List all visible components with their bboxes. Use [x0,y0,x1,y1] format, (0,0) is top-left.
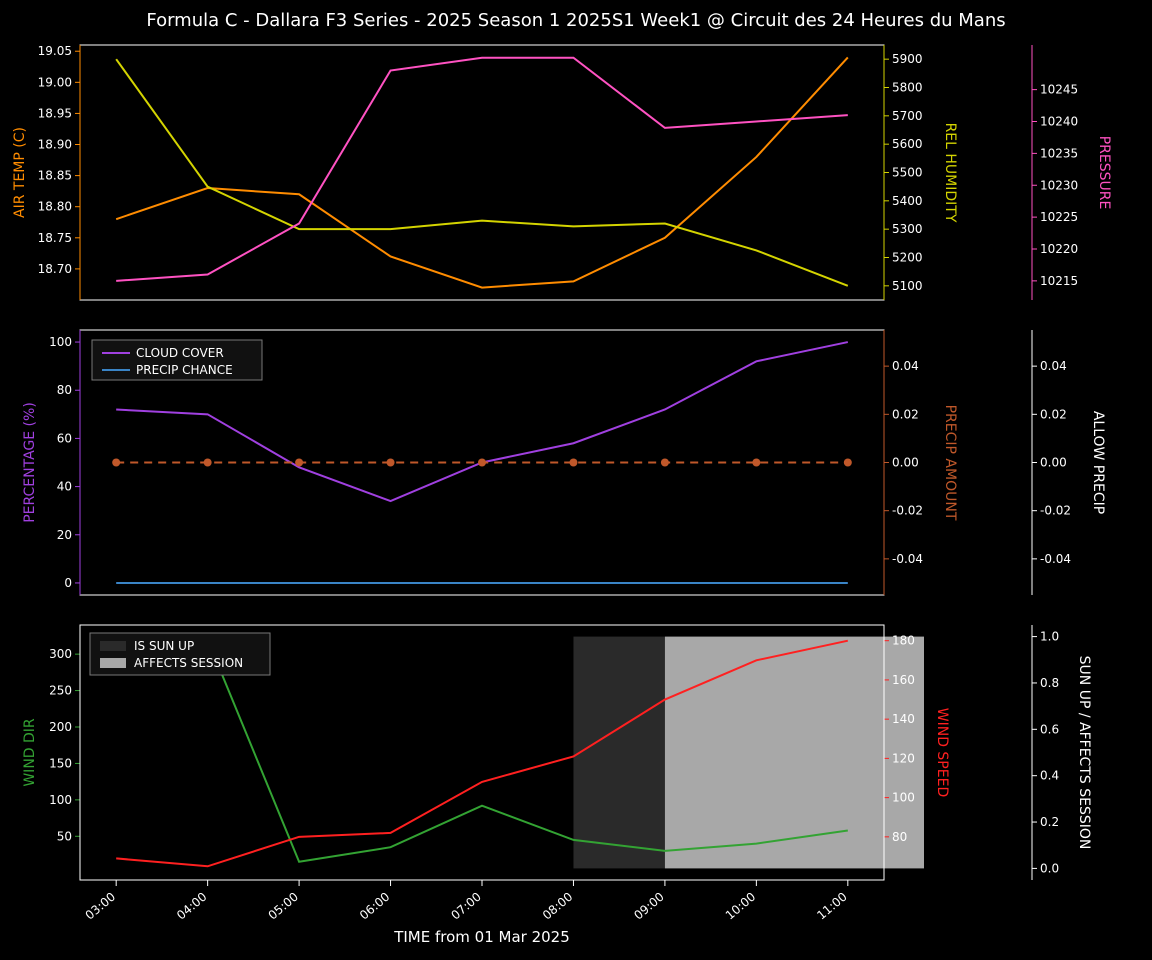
chart-title: Formula C - Dallara F3 Series - 2025 Sea… [146,10,1005,31]
svg-text:10225: 10225 [1040,210,1078,224]
svg-text:250: 250 [49,684,72,698]
svg-text:160: 160 [892,673,915,687]
svg-text:10215: 10215 [1040,274,1078,288]
precip-amount-marker [112,459,120,467]
precip-amount-marker [569,459,577,467]
svg-text:18.95: 18.95 [38,106,72,120]
svg-text:10245: 10245 [1040,83,1078,97]
svg-text:10240: 10240 [1040,115,1078,129]
svg-text:18.80: 18.80 [38,200,72,214]
svg-text:10235: 10235 [1040,146,1078,160]
svg-text:19.00: 19.00 [38,75,72,89]
svg-text:140: 140 [892,712,915,726]
svg-text:0.00: 0.00 [1040,456,1067,470]
svg-text:PRECIP CHANCE: PRECIP CHANCE [136,363,233,377]
svg-text:40: 40 [57,480,72,494]
precip-amount-marker [478,459,486,467]
svg-text:20: 20 [57,528,72,542]
svg-text:100: 100 [49,793,72,807]
svg-text:18.90: 18.90 [38,138,72,152]
precip-amount-marker [295,459,303,467]
svg-text:5800: 5800 [892,81,923,95]
svg-text:5600: 5600 [892,137,923,151]
wind-dir-axis: WIND DIR [22,718,38,787]
affects-session-band [665,637,924,869]
svg-text:0.04: 0.04 [892,359,919,373]
svg-text:5300: 5300 [892,222,923,236]
svg-text:100: 100 [49,335,72,349]
wind-speed-axis: WIND SPEED [934,708,950,797]
svg-text:18.85: 18.85 [38,169,72,183]
svg-text:150: 150 [49,756,72,770]
allow-precip-axis: ALLOW PRECIP [1090,411,1106,514]
x-axis-title: TIME from 01 Mar 2025 [393,928,570,946]
svg-text:0.6: 0.6 [1040,722,1059,736]
air-temp-axis: AIR TEMP (C) [12,127,28,218]
svg-text:80: 80 [57,383,72,397]
svg-text:60: 60 [57,431,72,445]
sun-session-axis: SUN UP / AFFECTS SESSION [1076,656,1092,850]
svg-text:0.04: 0.04 [1040,359,1067,373]
percentage-axis: PERCENTAGE (%) [22,402,38,523]
pressure-axis: PRESSURE [1096,136,1112,210]
panel2-legend: CLOUD COVER PRECIP CHANCE [92,340,262,380]
svg-text:-0.04: -0.04 [1040,552,1071,566]
svg-text:-0.02: -0.02 [892,504,923,518]
weather-chart: Formula C - Dallara F3 Series - 2025 Sea… [0,0,1152,960]
svg-text:0: 0 [64,576,72,590]
svg-text:0.2: 0.2 [1040,815,1059,829]
svg-text:1.0: 1.0 [1040,630,1059,644]
svg-text:-0.04: -0.04 [892,552,923,566]
svg-text:0.8: 0.8 [1040,676,1059,690]
svg-text:18.70: 18.70 [38,262,72,276]
svg-text:10230: 10230 [1040,178,1078,192]
svg-text:CLOUD COVER: CLOUD COVER [136,346,224,360]
precip-amount-axis: PRECIP AMOUNT [942,405,958,521]
svg-text:100: 100 [892,791,915,805]
svg-text:5500: 5500 [892,166,923,180]
svg-text:0.0: 0.0 [1040,861,1059,875]
svg-text:180: 180 [892,634,915,648]
svg-text:-0.02: -0.02 [1040,504,1071,518]
svg-text:0.00: 0.00 [892,456,919,470]
svg-text:5900: 5900 [892,52,923,66]
svg-text:0.02: 0.02 [892,407,919,421]
panel3-legend: IS SUN UP AFFECTS SESSION [90,633,270,675]
svg-text:5200: 5200 [892,251,923,265]
precip-amount-marker [844,459,852,467]
svg-text:200: 200 [49,720,72,734]
precip-amount-marker [661,459,669,467]
svg-text:0.02: 0.02 [1040,407,1067,421]
svg-text:80: 80 [892,830,907,844]
svg-text:5100: 5100 [892,279,923,293]
svg-text:19.05: 19.05 [38,44,72,58]
precip-amount-marker [752,459,760,467]
svg-text:IS SUN UP: IS SUN UP [134,639,194,653]
svg-text:10220: 10220 [1040,242,1078,256]
svg-text:300: 300 [49,647,72,661]
rel-humidity-axis: REL HUMIDITY [942,123,958,223]
svg-text:120: 120 [892,751,915,765]
svg-text:5700: 5700 [892,109,923,123]
precip-amount-marker [387,459,395,467]
precip-amount-marker [204,459,212,467]
svg-text:18.75: 18.75 [38,231,72,245]
svg-text:50: 50 [57,829,72,843]
svg-text:5400: 5400 [892,194,923,208]
is-sun-up-band [573,637,664,869]
svg-text:AFFECTS SESSION: AFFECTS SESSION [134,656,243,670]
svg-text:0.4: 0.4 [1040,769,1059,783]
